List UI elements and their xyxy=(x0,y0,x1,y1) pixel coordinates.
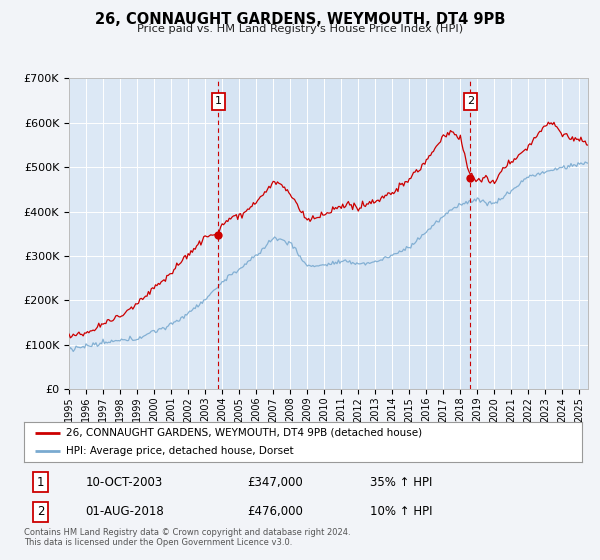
Text: 26, CONNAUGHT GARDENS, WEYMOUTH, DT4 9PB: 26, CONNAUGHT GARDENS, WEYMOUTH, DT4 9PB xyxy=(95,12,505,27)
Text: Contains HM Land Registry data © Crown copyright and database right 2024.
This d: Contains HM Land Registry data © Crown c… xyxy=(24,528,350,547)
Text: 2: 2 xyxy=(37,505,44,519)
Text: £476,000: £476,000 xyxy=(247,505,303,519)
Text: 1: 1 xyxy=(215,96,222,106)
Text: 26, CONNAUGHT GARDENS, WEYMOUTH, DT4 9PB (detached house): 26, CONNAUGHT GARDENS, WEYMOUTH, DT4 9PB… xyxy=(66,428,422,437)
Text: £347,000: £347,000 xyxy=(247,475,303,489)
Text: Price paid vs. HM Land Registry's House Price Index (HPI): Price paid vs. HM Land Registry's House … xyxy=(137,24,463,34)
Text: 2: 2 xyxy=(467,96,474,106)
Text: 01-AUG-2018: 01-AUG-2018 xyxy=(85,505,164,519)
Text: 1: 1 xyxy=(37,475,44,489)
Text: 10% ↑ HPI: 10% ↑ HPI xyxy=(370,505,433,519)
Text: HPI: Average price, detached house, Dorset: HPI: Average price, detached house, Dors… xyxy=(66,446,293,456)
Text: 35% ↑ HPI: 35% ↑ HPI xyxy=(370,475,433,489)
Bar xyxy=(218,78,470,389)
Text: 10-OCT-2003: 10-OCT-2003 xyxy=(85,475,163,489)
